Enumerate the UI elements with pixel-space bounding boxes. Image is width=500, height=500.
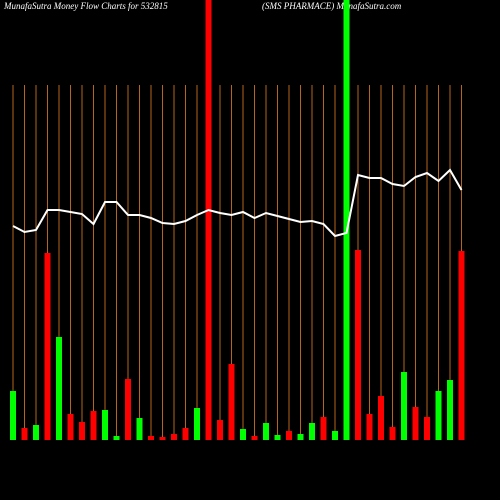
bar: [389, 427, 396, 440]
bar: [113, 436, 120, 440]
bar: [33, 425, 39, 440]
bar: [263, 423, 269, 440]
bar: [412, 407, 419, 440]
bar: [240, 429, 246, 440]
bar: [378, 396, 384, 440]
bar: [171, 434, 177, 440]
bar: [217, 420, 223, 440]
bar: [297, 434, 304, 440]
bar: [447, 380, 453, 440]
bar: [251, 436, 258, 440]
bar: [136, 418, 143, 440]
bar: [424, 417, 430, 440]
bar: [159, 437, 166, 440]
bar: [366, 414, 373, 440]
bar: [435, 391, 442, 440]
bar: [148, 436, 154, 440]
bar: [228, 364, 235, 440]
bar: [332, 431, 338, 440]
bar: [458, 251, 465, 440]
bar: [355, 250, 361, 440]
bar: [44, 253, 51, 440]
bar: [274, 435, 281, 440]
bar: [56, 337, 62, 440]
bar: [194, 408, 200, 440]
bar: [67, 414, 74, 440]
bar: [401, 372, 407, 440]
bar: [320, 417, 327, 440]
line: [12, 168, 463, 238]
bar: [343, 0, 350, 440]
bar: [79, 422, 85, 440]
chart-title: MunafaSutra Money Flow Charts for 532815: [3, 1, 168, 11]
chart-subtitle: (SMS PHARMACE) MunafaSutra.com: [262, 1, 402, 11]
bar: [286, 431, 292, 440]
bar: [182, 428, 189, 440]
bar: [21, 428, 28, 440]
bar: [125, 379, 131, 440]
bar: [102, 410, 108, 440]
bar: [10, 391, 16, 440]
bar: [90, 411, 97, 440]
bar: [205, 0, 212, 440]
bar: [309, 423, 315, 440]
